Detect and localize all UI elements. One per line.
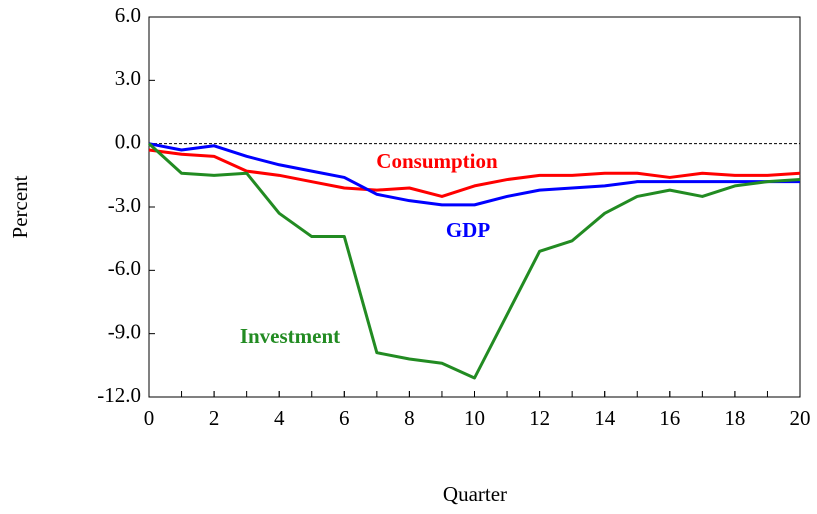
series-label: Consumption [376,149,498,173]
x-tick-label: 18 [724,406,745,430]
x-tick-label: 0 [144,406,155,430]
x-axis-label: Quarter [443,482,507,506]
series-line [148,148,801,198]
y-tick-label: -12.0 [97,383,141,407]
y-tick-label: -6.0 [108,256,141,280]
y-tick-label: -3.0 [108,193,141,217]
y-tick-label: 0.0 [115,129,141,153]
x-tick-label: 6 [339,406,350,430]
x-tick-label: 4 [274,406,285,430]
x-tick-label: 8 [404,406,415,430]
x-tick-label: 2 [209,406,220,430]
series-label: GDP [446,218,491,242]
y-tick-label: -9.0 [108,319,141,343]
x-tick-label: 12 [529,406,550,430]
x-tick-label: 20 [790,406,811,430]
x-tick-label: 10 [464,406,485,430]
series-label: Investment [240,324,340,348]
y-axis-label: Percent [8,175,32,238]
x-tick-label: 16 [659,406,680,430]
series-line [147,142,801,380]
y-tick-label: 3.0 [115,66,141,90]
y-tick-label: 6.0 [115,3,141,27]
x-tick-label: 14 [594,406,616,430]
series-line [148,142,800,207]
